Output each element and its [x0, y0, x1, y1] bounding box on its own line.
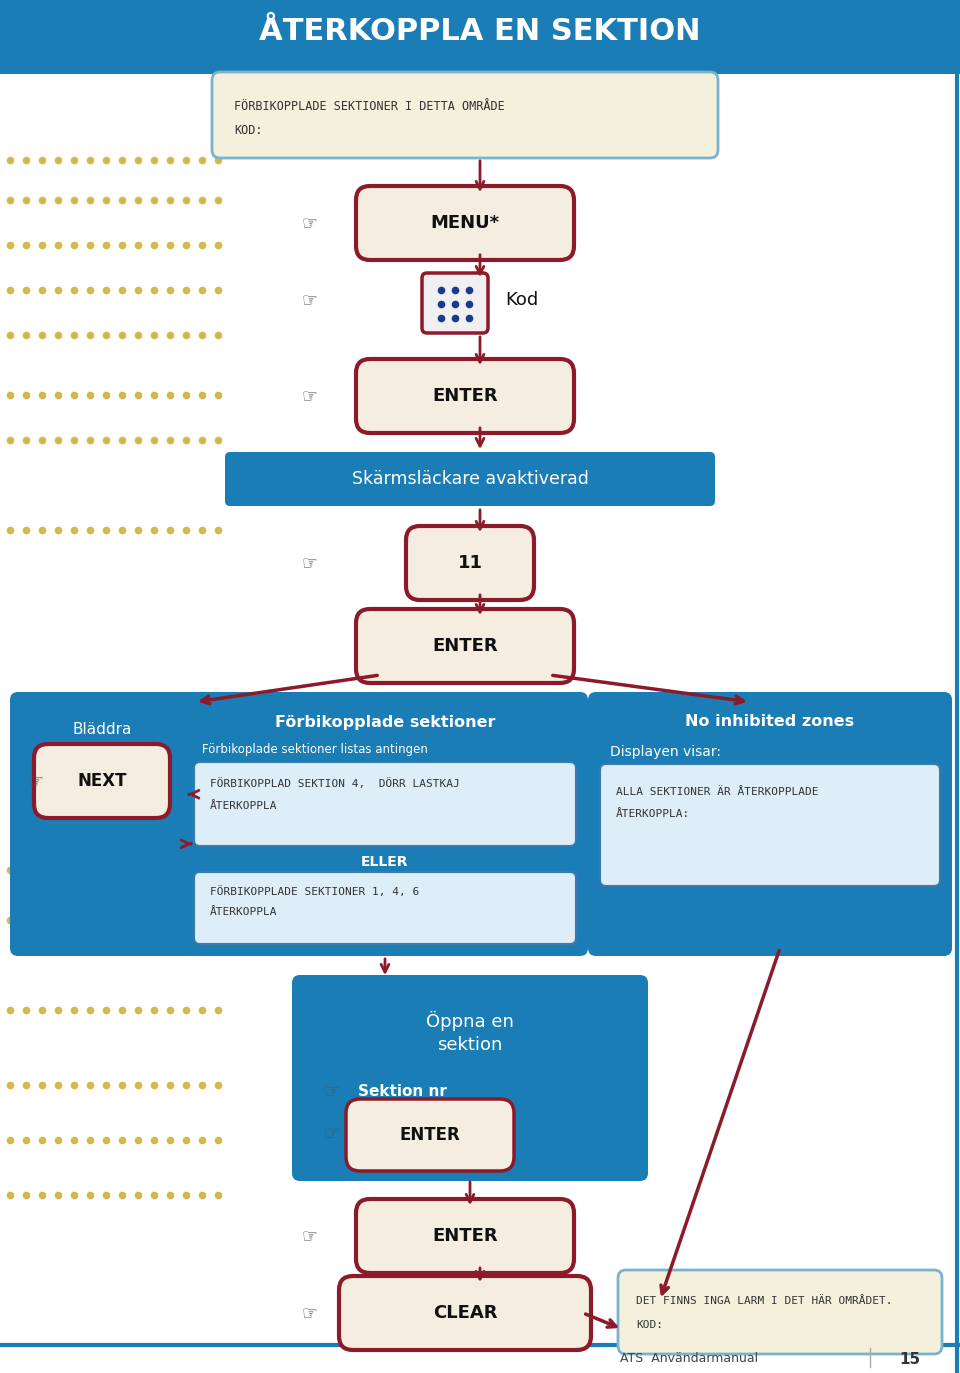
Text: ☞: ☞ [302, 291, 318, 309]
Text: FÖRBIKOPPLADE SEKTIONER 1, 4, 6: FÖRBIKOPPLADE SEKTIONER 1, 4, 6 [210, 887, 420, 898]
FancyBboxPatch shape [406, 526, 534, 600]
FancyBboxPatch shape [194, 872, 576, 945]
FancyBboxPatch shape [0, 0, 960, 74]
Text: ÅTERKOPPLA EN SEKTION: ÅTERKOPPLA EN SEKTION [259, 16, 701, 45]
FancyBboxPatch shape [34, 744, 170, 818]
FancyBboxPatch shape [194, 762, 576, 846]
Text: sektion: sektion [438, 1037, 503, 1054]
Text: Bläddra: Bläddra [72, 722, 132, 737]
FancyBboxPatch shape [600, 763, 940, 886]
Text: Öppna en: Öppna en [426, 1011, 514, 1031]
Text: Förbikoplade sektioner listas antingen: Förbikoplade sektioner listas antingen [202, 744, 428, 757]
Text: Skärmsläckare avaktiverad: Skärmsläckare avaktiverad [351, 470, 588, 487]
Text: No inhibited zones: No inhibited zones [685, 714, 854, 729]
Text: ELLER: ELLER [361, 855, 409, 869]
Text: ENTER: ENTER [432, 387, 498, 405]
Text: KOD:: KOD: [234, 124, 262, 137]
FancyBboxPatch shape [10, 692, 194, 956]
Text: CLEAR: CLEAR [433, 1304, 497, 1322]
Text: ENTER: ENTER [399, 1126, 461, 1144]
FancyBboxPatch shape [182, 692, 588, 956]
FancyBboxPatch shape [356, 358, 574, 432]
FancyBboxPatch shape [422, 273, 488, 334]
FancyBboxPatch shape [339, 1276, 591, 1350]
Text: 15: 15 [900, 1351, 921, 1366]
Text: ☞: ☞ [28, 772, 44, 789]
FancyBboxPatch shape [212, 71, 718, 158]
Text: ENTER: ENTER [432, 637, 498, 655]
Text: ☞: ☞ [302, 1227, 318, 1245]
FancyBboxPatch shape [292, 975, 648, 1181]
Text: ☞: ☞ [324, 1124, 340, 1142]
Text: FÖRBIKOPPLADE SEKTIONER I DETTA OMRÅDE: FÖRBIKOPPLADE SEKTIONER I DETTA OMRÅDE [234, 100, 505, 113]
Text: NEXT: NEXT [77, 772, 127, 789]
Text: ÅTERKOPPLA:: ÅTERKOPPLA: [616, 809, 690, 820]
FancyBboxPatch shape [356, 185, 574, 259]
Text: ☞: ☞ [324, 1082, 340, 1100]
FancyBboxPatch shape [356, 1199, 574, 1273]
Text: ☞: ☞ [302, 1304, 318, 1322]
Text: ☞: ☞ [302, 387, 318, 405]
Text: KOD:: KOD: [636, 1319, 663, 1330]
Text: MENU*: MENU* [430, 214, 499, 232]
Text: ALLA SEKTIONER ÄR ÅTERKOPPLADE: ALLA SEKTIONER ÄR ÅTERKOPPLADE [616, 787, 819, 796]
Text: ÅTERKOPPLA: ÅTERKOPPLA [210, 908, 277, 917]
Text: Sektion nr: Sektion nr [358, 1083, 446, 1098]
FancyBboxPatch shape [356, 610, 574, 682]
Text: Displayen visar:: Displayen visar: [610, 746, 721, 759]
FancyBboxPatch shape [225, 452, 715, 507]
Text: ☞: ☞ [302, 553, 318, 573]
Text: Kod: Kod [505, 291, 539, 309]
FancyBboxPatch shape [618, 1270, 942, 1354]
Text: ATS  Användarmanual: ATS Användarmanual [620, 1352, 758, 1366]
Text: Förbikopplade sektioner: Förbikopplade sektioner [275, 714, 495, 729]
Text: FÖRBIKOPPLAD SEKTION 4,  DÖRR LASTKAJ: FÖRBIKOPPLAD SEKTION 4, DÖRR LASTKAJ [210, 778, 460, 789]
Text: 11: 11 [458, 553, 483, 573]
Text: ENTER: ENTER [432, 1227, 498, 1245]
Text: ☞: ☞ [302, 214, 318, 232]
Text: DET FINNS INGA LARM I DET HÄR OMRÅDET.: DET FINNS INGA LARM I DET HÄR OMRÅDET. [636, 1296, 893, 1306]
Text: ÅTERKOPPLA: ÅTERKOPPLA [210, 800, 277, 811]
FancyBboxPatch shape [346, 1098, 514, 1171]
FancyBboxPatch shape [588, 692, 952, 956]
